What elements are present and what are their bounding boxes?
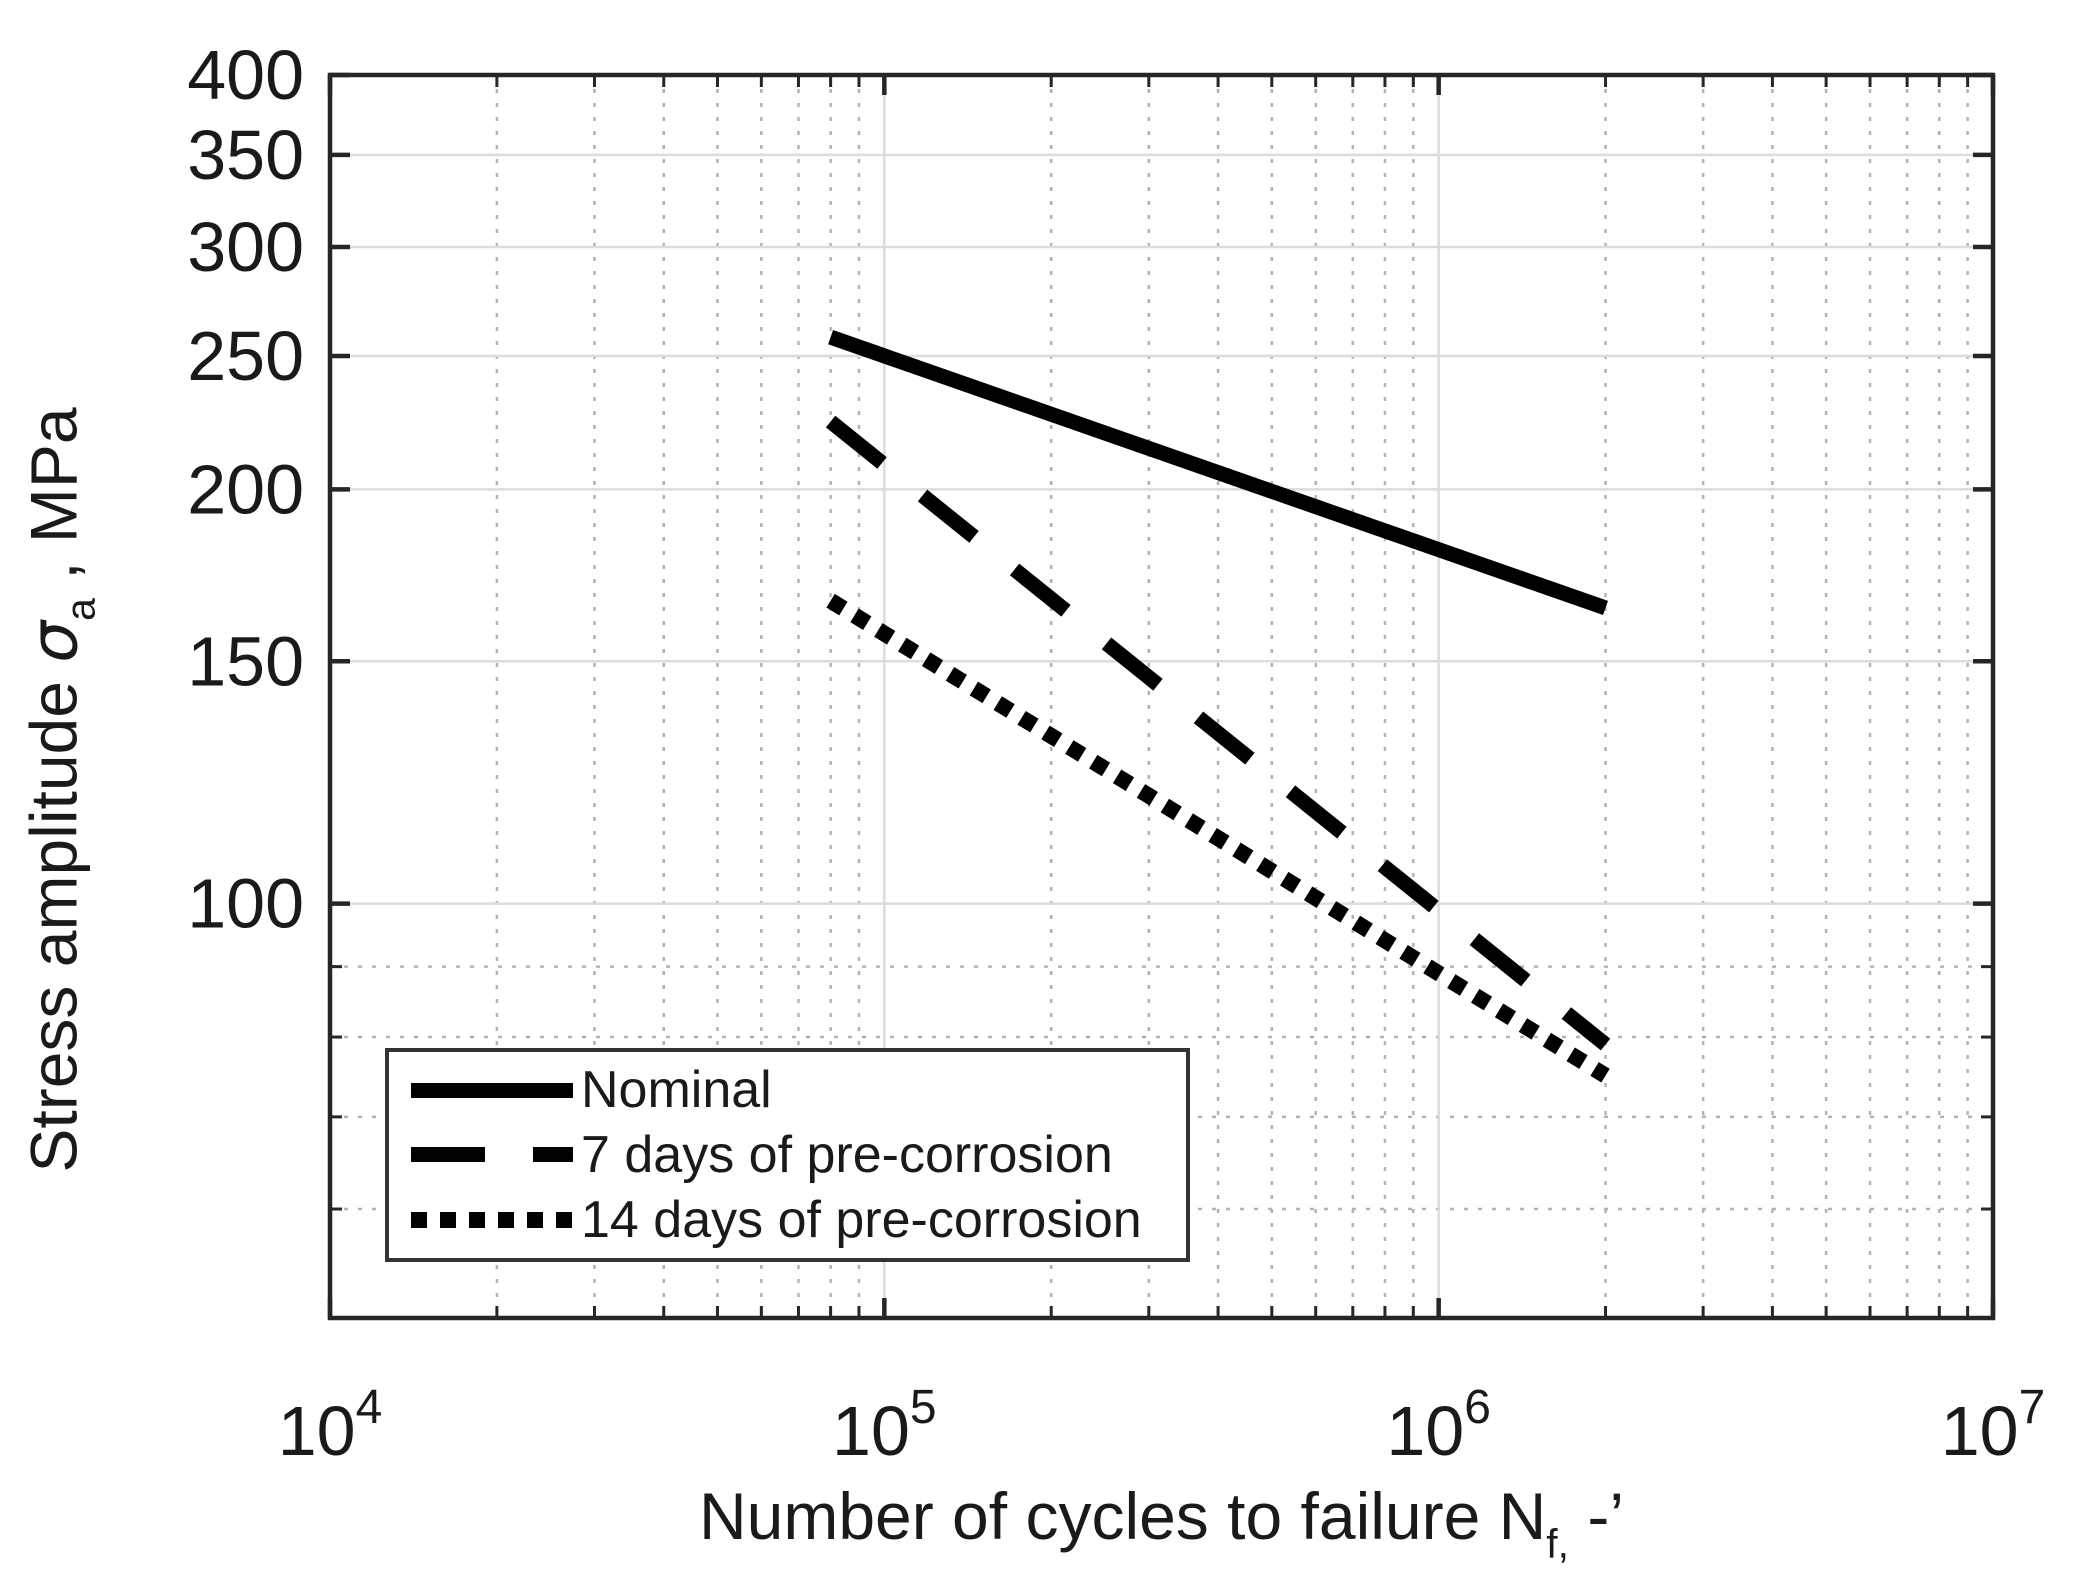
grid-major [330,75,1993,1318]
axis-box [327,72,1996,1321]
x-axis-title-subscript: f, [1546,1520,1570,1567]
y-tick-label: 300 [187,208,304,286]
legend-entry-nominal: Nominal [411,1060,1176,1120]
y-axis-title: Stress amplitude σa , MPa [15,407,104,1172]
series-line-2 [826,593,1610,1083]
x-tick-label: 106 [1386,1381,1491,1470]
data-series [825,330,1611,1083]
legend-label: Nominal [581,1061,772,1120]
legend-box: Nominal 7 days of pre-corrosion 14 days … [385,1048,1190,1262]
legend-entry-14-days: 14 days of pre-corrosion [411,1190,1176,1250]
dotted-line-sample [411,1211,573,1228]
y-tick-label: 200 [187,450,304,528]
x-axis-title: Number of cycles to failure Nf, -’ [330,1478,1993,1567]
legend-label: 14 days of pre-corrosion [581,1190,1142,1249]
legend-entry-7-days: 7 days of pre-corrosion [411,1125,1176,1185]
y-axis-title-suffix: , MPa [16,407,91,599]
y-tick-label: 350 [187,116,304,194]
sigma-symbol: σ [15,620,93,663]
legend-label: 7 days of pre-corrosion [581,1125,1113,1184]
x-axis-title-text: Number of cycles to failure N [698,1479,1547,1553]
series-line-1 [825,415,1611,1051]
x-tick-label: 107 [1941,1381,2046,1470]
dashed-line-sample [411,1147,573,1163]
y-tick-label: 400 [187,36,304,114]
y-axis-title-subscript: a [57,598,104,621]
y-tick-label: 150 [187,622,304,700]
solid-line-sample [411,1082,573,1098]
series-line-0 [828,330,1609,616]
y-axis-title-text: Stress amplitude [16,662,91,1173]
y-tick-label: 100 [187,865,304,943]
x-axis-title-suffix: -’ [1569,1479,1625,1553]
axis-ticks [327,72,1996,1318]
x-tick-label: 105 [832,1381,937,1470]
x-tick-label: 104 [278,1381,383,1470]
y-tick-label: 250 [187,317,304,395]
